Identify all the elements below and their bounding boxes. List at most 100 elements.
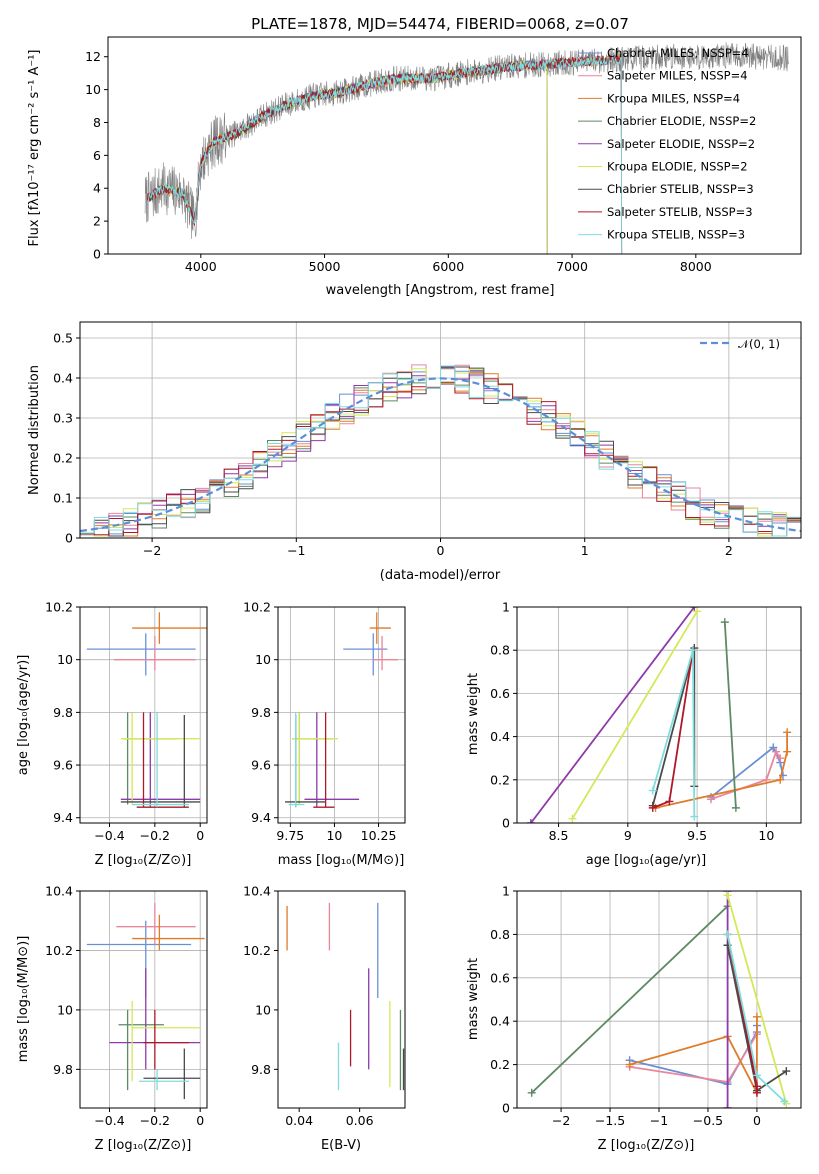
spectrum-xtick-label-0: 4000	[185, 259, 217, 274]
residuals-ytick-label-0: 0	[65, 531, 73, 546]
wAge-marker-2-2	[783, 747, 792, 756]
wAge-marker-1-2	[772, 747, 781, 756]
massZ-xtick-label-0: −0.4	[94, 1113, 124, 1128]
ageM-xtick-label-0: 9.75	[276, 828, 304, 843]
wAge-marker-7-1	[665, 797, 674, 806]
wZ-plot-area	[527, 891, 791, 1108]
mass-vs-ebv-xlabel: E(B-V)	[321, 1138, 361, 1153]
wZ-ytick-label-4: 0.8	[490, 927, 510, 942]
wAge-xtick-label-0: 8.5	[549, 828, 569, 843]
massZ-frame	[79, 890, 208, 1109]
wAge-marker-0-3	[778, 771, 787, 780]
legend-label-8: Kroupa STELIB, NSSP=3	[607, 228, 745, 242]
residuals-xtick-label-3: 1	[581, 543, 589, 558]
wAge-marker-5-0	[568, 814, 577, 823]
wZ-ytick-label-1: 0.2	[490, 1057, 510, 1072]
massE-xtick-label-1: 0.06	[346, 1113, 374, 1128]
ageZ-xtick-label-1: −0.2	[140, 828, 170, 843]
ageM-xtick-label-2: 10.25	[361, 828, 397, 843]
residuals-xlabel: (data-model)/error	[380, 568, 501, 583]
wAge-marker-2-3	[783, 728, 792, 737]
wZ-xtick-label-3: −0.5	[693, 1113, 723, 1128]
wAge-line-6	[651, 647, 696, 806]
wAge-line-2	[655, 732, 788, 809]
age-vs-Z-ylabel: age [log₁₀(age/yr)]	[16, 655, 31, 776]
wAge-marker-8-0	[648, 786, 657, 795]
age-vs-mass-panel: mass [log₁₀(M/M⊙)] 9.75 10 10.25 9.4 9.6 9.8 1…	[243, 600, 406, 868]
mass-vs-Z-xlabel: Z [log₁₀(Z/Z⊙)]	[95, 1138, 192, 1153]
spectrum-xlabel: wavelength [Angstrom, rest frame]	[326, 283, 555, 298]
spectrum-ytick-label-0: 0	[93, 247, 101, 262]
massZ-ytick-label-2: 10.2	[45, 943, 73, 958]
wZ-marker-6-2	[782, 1067, 791, 1076]
massZ-ytick-label-3: 10.4	[45, 884, 73, 899]
spectrum-xtick-label-4: 8000	[680, 259, 712, 274]
weight-vs-age-ylabel: mass weight	[466, 673, 481, 755]
residuals-ytick-label-3: 0.3	[53, 411, 73, 426]
residuals-panel: (data-model)/error Normed distribution 𝒩…	[27, 321, 802, 583]
ageM-ytick-label-1: 9.6	[251, 758, 271, 773]
ageZ-xtick-label-0: −0.4	[94, 828, 124, 843]
model-spectrum-line-8	[147, 54, 623, 254]
massE-plot-area	[286, 902, 405, 1091]
ageM-ytick-label-4: 10.2	[243, 600, 271, 615]
massE-xtick-label-0: 0.04	[285, 1113, 313, 1128]
wAge-xtick-label-1: 9	[624, 828, 632, 843]
ageZ-ytick-label-2: 9.8	[53, 705, 73, 720]
ageM-xtick-label-1: 10	[326, 828, 342, 843]
ageM-plot-area	[285, 612, 398, 808]
ageZ-frame	[79, 606, 208, 824]
wZ-line-1	[629, 1033, 758, 1083]
wZ-marker-7-2	[752, 1088, 761, 1097]
spectrum-xtick-label-3: 7000	[556, 259, 588, 274]
wAge-ytick-label-1: 0.2	[490, 772, 510, 787]
wAge-marker-1-0	[706, 795, 715, 804]
wZ-marker-8-1	[752, 1071, 761, 1080]
wZ-ytick-label-2: 0.4	[490, 1014, 510, 1029]
massE-ytick-label-3: 10.4	[243, 884, 271, 899]
massZ-ytick-label-0: 9.8	[53, 1062, 73, 1077]
residuals-ytick-label-2: 0.2	[53, 451, 73, 466]
wAge-xtick-label-3: 10	[758, 828, 774, 843]
wZ-ytick-label-5: 1	[502, 884, 510, 899]
wAge-marker-5-1	[693, 607, 702, 616]
residuals-xtick-label-0: −2	[143, 543, 161, 558]
wAge-marker-2-1	[776, 775, 785, 784]
legend-label-7: Salpeter STELIB, NSSP=3	[607, 205, 753, 219]
wAge-marker-8-2	[690, 812, 699, 821]
wAge-ytick-label-4: 0.8	[490, 643, 510, 658]
wZ-marker-2-0	[625, 1060, 634, 1069]
wZ-marker-4-1	[723, 1104, 732, 1108]
ageZ-ytick-label-1: 9.6	[53, 758, 73, 773]
wZ-line-2	[629, 1016, 758, 1094]
ageM-frame	[277, 606, 406, 824]
wAge-marker-1-3	[776, 754, 785, 763]
spectrum-xtick-label-2: 6000	[432, 259, 464, 274]
ageZ-ytick-label-4: 10.2	[45, 600, 73, 615]
massE-ytick-label-0: 9.8	[251, 1062, 271, 1077]
wAge-marker-4-0	[526, 819, 535, 823]
wAge-line-1	[710, 749, 781, 801]
wZ-ytick-label-0: 0	[502, 1101, 510, 1116]
ageZ-xtick-label-2: 0	[196, 828, 204, 843]
ageM-ytick-label-2: 9.8	[251, 705, 271, 720]
weight-vs-Z-ylabel: mass weight	[466, 958, 481, 1040]
wZ-xtick-label-2: −1	[650, 1113, 668, 1128]
wAge-ytick-label-2: 0.4	[490, 729, 510, 744]
wAge-line-0	[710, 745, 784, 798]
age-vs-Z-xlabel: Z [log₁₀(Z/Z⊙)]	[95, 853, 192, 868]
wAge-marker-8-1	[688, 646, 697, 655]
massZ-plot-area	[86, 902, 205, 1100]
legend-label-6: Chabrier STELIB, NSSP=3	[607, 182, 754, 196]
mass-vs-ebv-panel: E(B-V) 0.04 0.06 9.8 10 10.2 10.4	[243, 884, 406, 1153]
spectrum-ylabel: Flux [fλ10⁻¹⁷ erg cm⁻² s⁻¹ A⁻¹]	[27, 50, 42, 247]
residuals-plot-area	[80, 364, 801, 537]
wZ-xtick-label-0: −2	[552, 1113, 570, 1128]
residuals-ytick-label-1: 0.1	[53, 491, 73, 506]
wZ-ytick-label-3: 0.6	[490, 970, 510, 985]
legend-label-5: Kroupa ELODIE, NSSP=2	[607, 160, 748, 174]
spectrum-ytick-label-4: 8	[93, 115, 101, 130]
wZ-marker-8-0	[723, 930, 732, 939]
